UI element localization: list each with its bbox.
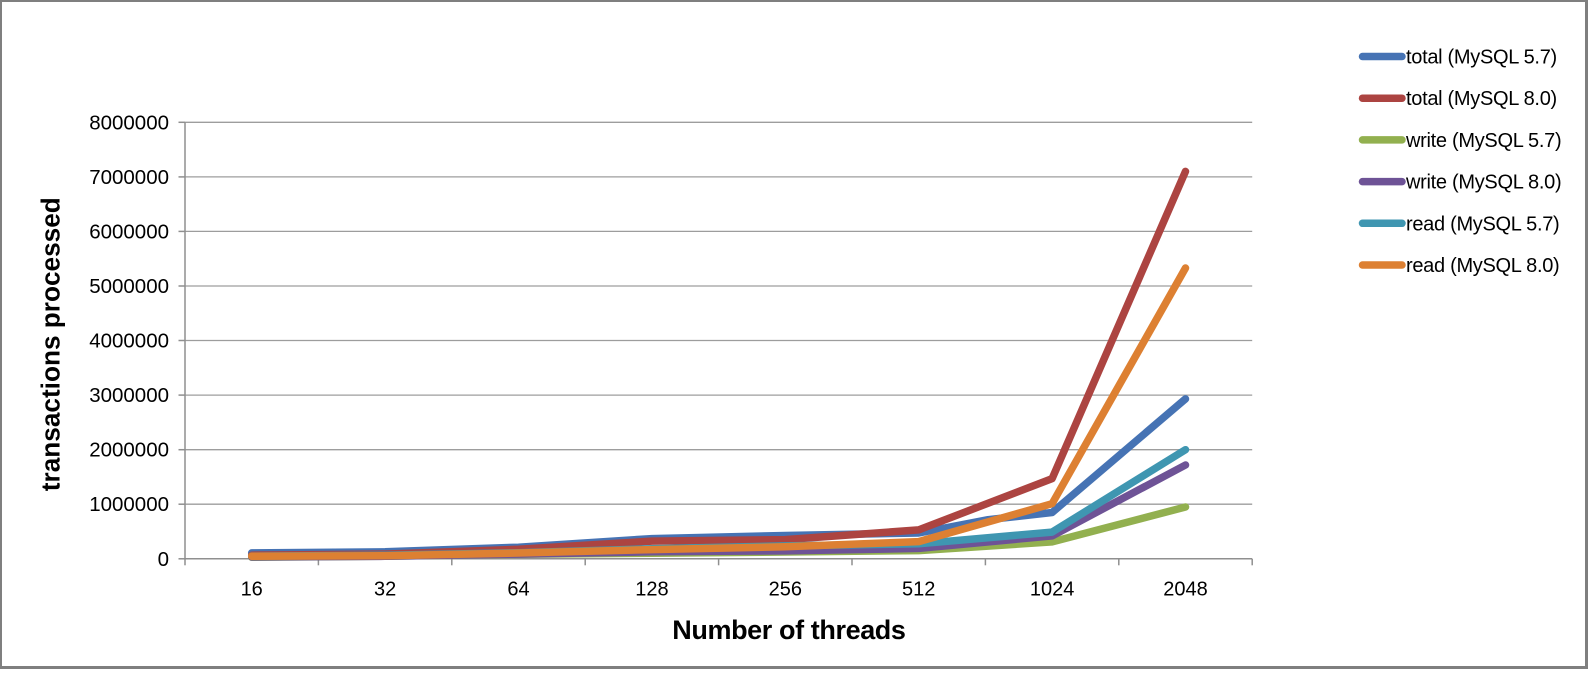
svg-text:512: 512 xyxy=(902,579,935,601)
svg-text:2048: 2048 xyxy=(1163,579,1208,601)
svg-text:3000000: 3000000 xyxy=(89,384,169,407)
svg-text:read (MySQL 8.0): read (MySQL 8.0) xyxy=(1406,255,1559,277)
svg-text:6000000: 6000000 xyxy=(89,220,169,243)
svg-text:2000000: 2000000 xyxy=(89,439,169,462)
svg-text:4000000: 4000000 xyxy=(89,330,169,353)
svg-text:128: 128 xyxy=(635,579,668,601)
svg-text:5000000: 5000000 xyxy=(89,275,169,298)
svg-text:Number of threads: Number of threads xyxy=(672,615,905,645)
svg-text:1024: 1024 xyxy=(1030,579,1075,601)
svg-text:7000000: 7000000 xyxy=(89,166,169,189)
svg-text:total (MySQL 5.7): total (MySQL 5.7) xyxy=(1406,47,1557,69)
svg-text:64: 64 xyxy=(507,579,529,601)
svg-text:1000000: 1000000 xyxy=(89,493,169,516)
svg-text:16: 16 xyxy=(241,579,263,601)
svg-text:transactions processed: transactions processed xyxy=(36,197,66,491)
svg-text:8000000: 8000000 xyxy=(89,111,169,134)
svg-text:write (MySQL 5.7): write (MySQL 5.7) xyxy=(1405,130,1561,152)
svg-text:total (MySQL 8.0): total (MySQL 8.0) xyxy=(1406,88,1557,110)
svg-text:256: 256 xyxy=(769,579,802,601)
svg-text:read (MySQL 5.7): read (MySQL 5.7) xyxy=(1406,213,1559,235)
svg-text:0: 0 xyxy=(158,548,169,571)
svg-text:write (MySQL 8.0): write (MySQL 8.0) xyxy=(1405,172,1561,194)
svg-text:32: 32 xyxy=(374,579,396,601)
